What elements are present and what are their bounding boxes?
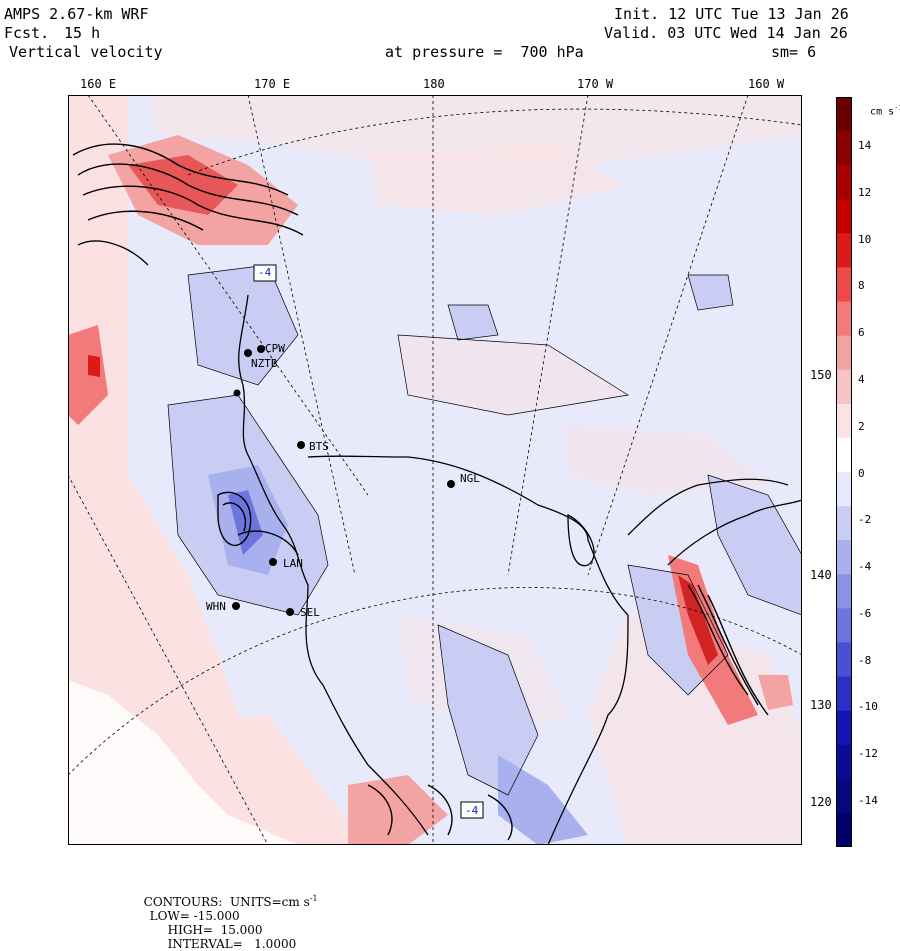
colorbar-swatch: [836, 335, 852, 371]
station-label-sel: SEL: [300, 606, 320, 619]
colorbar-swatch: [836, 608, 852, 643]
colorbar-swatch: [836, 233, 852, 268]
box-2: [460, 801, 484, 819]
colorbar-swatch: [836, 744, 852, 780]
colorbar-tick-label: -4: [858, 560, 872, 574]
footer-high: HIGH= 15.000: [167, 923, 263, 937]
station-label-lan: LAN: [283, 557, 303, 570]
colorbar-tick-label: 12: [858, 185, 872, 199]
lon-label-180: 180: [423, 77, 445, 91]
coastline: [238, 294, 802, 845]
smoothing: sm= 6: [771, 43, 817, 61]
colorbar-tick-label: -2: [858, 513, 872, 527]
forecast-label: Fcst.: [4, 24, 50, 42]
lon-label-170w: 170 W: [577, 77, 614, 91]
colorbar-tick-label: -8: [858, 653, 872, 667]
station-sel: [286, 608, 294, 616]
colorbar-tick-label: 2: [858, 419, 865, 433]
colorbar-units-text: cm s: [870, 106, 895, 118]
colorbar-swatch: [836, 369, 852, 405]
colorbar-frame: [836, 97, 852, 847]
graticule: [68, 95, 802, 845]
init-time: Init. 12 UTC Tue 13 Jan 26: [614, 5, 849, 23]
colorbar-tick-label: -12: [858, 747, 878, 761]
colorbar-swatch: [836, 267, 852, 303]
extrema-boxes: [253, 264, 484, 819]
station-label-nztb: NZTB: [251, 357, 278, 370]
lon-label-170e: 170 E: [254, 77, 291, 91]
colorbar-tick-label: 6: [858, 326, 865, 340]
footer-contours: CONTOURS: UNITS=cm s-1 LOW= -15.000 HIGH…: [136, 880, 318, 951]
colorbar-tick-label: 0: [858, 466, 865, 480]
colorbar-swatch: [836, 437, 852, 473]
station-bts: [297, 441, 305, 449]
map-canvas: [68, 95, 802, 845]
colorbar-swatch: [836, 403, 852, 439]
colorbar-tick-label: 8: [858, 279, 865, 293]
station-nztb: [244, 349, 252, 357]
ice-shelf-band: [68, 680, 298, 845]
model-title: AMPS 2.67-km WRF: [4, 5, 149, 23]
box-1: [253, 264, 277, 282]
lon-label-160w: 160 W: [748, 77, 785, 91]
station-cpw: [257, 345, 265, 353]
lon-label-160e: 160 E: [80, 77, 117, 91]
station-label-cpw: CPW: [265, 342, 285, 355]
colorbar-tick-label: 14: [858, 139, 872, 152]
dense-contours: [72, 143, 769, 841]
colorbar-tick-label: -10: [858, 700, 878, 714]
colorbar-units-exp: -1: [894, 104, 900, 112]
colorbar-tick-label: -14: [858, 794, 878, 807]
colorbar-units: cm s-1: [858, 93, 900, 117]
station-markers: [232, 345, 455, 616]
box-label-2: -4: [465, 804, 479, 817]
colorbar-swatch: [836, 574, 852, 609]
station-aux: [233, 389, 241, 397]
valid-time: Valid. 03 UTC Wed 14 Jan 26: [604, 24, 848, 42]
station-lan: [269, 558, 277, 566]
colorbar-swatch: [836, 676, 852, 712]
colorbar-swatch: [836, 812, 852, 847]
colorbar-tick-label: 4: [858, 372, 865, 386]
station-label-ngl: NGL: [460, 472, 480, 485]
colorbar-swatch: [836, 506, 852, 541]
colorbar-tick-label: -6: [858, 606, 872, 620]
colorbar-swatch: [836, 131, 852, 166]
box-label-1: -4: [258, 266, 272, 279]
station-whn: [232, 602, 240, 610]
station-label-bts: BTS: [309, 440, 329, 453]
station-label-whn: WHN: [206, 600, 226, 613]
colorbar-swatch: [836, 301, 852, 337]
footer-units: CONTOURS: UNITS=cm s: [143, 895, 310, 909]
map-frame: [68, 95, 802, 845]
footer-interval: INTERVAL= 1.0000: [167, 937, 297, 951]
colorbar-swatch: [836, 710, 852, 746]
colorbar-swatch: [836, 165, 852, 200]
colorbar-swatch: [836, 97, 852, 132]
colorbar-swatch: [836, 642, 852, 678]
station-ngl: [447, 480, 455, 488]
colorbar-swatch: [836, 540, 852, 575]
footer-units-exp: -1: [309, 894, 318, 903]
colorbar-tick-label: 10: [858, 232, 872, 246]
colorbar-swatch: [836, 199, 852, 234]
footer-low: LOW= -15.000: [149, 909, 240, 923]
colorbar-swatch: [836, 472, 852, 507]
field-name: Vertical velocity: [9, 43, 163, 61]
colorbar: [836, 97, 852, 847]
pressure-level: at pressure = 700 hPa: [385, 43, 584, 61]
colorbar-swatch: [836, 778, 852, 814]
forecast-hours: 15 h: [64, 24, 101, 42]
